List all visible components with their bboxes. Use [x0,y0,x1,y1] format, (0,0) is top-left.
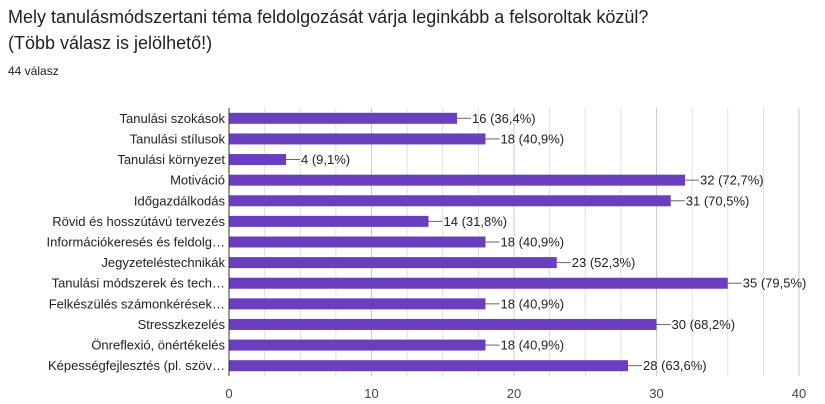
x-tick-label: 40 [792,386,806,401]
bar [229,339,486,351]
x-axis-ticks: 0 10 20 30 40 [225,386,806,401]
category-label: Stresszkezelés [138,317,226,332]
question-title: Mely tanulásmódszertani téma feldolgozás… [8,4,818,56]
x-tick-label: 10 [364,386,378,401]
category-label: Tanulási szokások [120,111,226,126]
category-label: Információkeresés és feldolg… [47,235,225,250]
category-label: Önreflexió, önértékelés [91,338,225,353]
data-label: 30 (68,2%) [672,317,736,332]
bar [229,174,685,186]
data-label: 18 (40,9%) [501,131,565,146]
data-label: 18 (40,9%) [501,235,565,250]
bar [229,112,457,124]
data-label: 32 (72,7%) [700,173,764,188]
category-label: Rövid és hosszútávú tervezés [52,214,225,229]
bar [229,133,486,145]
bar [229,318,657,330]
bar [229,236,486,248]
question-title-line-1: Mely tanulásmódszertani téma feldolgozás… [8,7,649,27]
data-label: 14 (31,8%) [444,214,508,229]
bar [229,215,429,227]
x-tick-label: 0 [225,386,232,401]
category-label: Motiváció [170,173,225,188]
data-label: 31 (70,5%) [686,193,750,208]
x-tick-label: 20 [507,386,521,401]
bar [229,195,671,207]
bar [229,277,728,289]
data-label: 18 (40,9%) [501,296,565,311]
bar [229,257,557,269]
question-title-line-2: (Több válasz is jelölhető!) [8,33,213,53]
category-label: Képességfejlesztés (pl. szöv… [48,358,225,373]
category-label: Jegyzeteléstechnikák [101,255,225,270]
data-label: 28 (63,6%) [643,358,707,373]
bar [229,298,486,310]
x-tick-label: 30 [649,386,663,401]
data-label: 35 (79,5%) [743,276,807,291]
bar [229,360,628,372]
data-label: 16 (36,4%) [472,111,536,126]
data-label: 18 (40,9%) [501,338,565,353]
category-label: Időgazdálkodás [134,193,226,208]
bar [229,154,286,166]
category-label: Tanulási módszerek és tech… [52,276,225,291]
category-label: Tanulási környezet [117,152,225,167]
category-labels: Tanulási szokások Tanulási stílusok Tanulá… [47,111,226,373]
category-label: Tanulási stílusok [130,131,226,146]
bars [229,112,728,372]
category-label: Felkészülés számonkérések… [49,296,225,311]
data-label: 23 (52,3%) [572,255,636,270]
data-label: 4 (9,1%) [301,152,350,167]
data-labels: 16 (36,4%) 18 (40,9%) 4 (9,1%) 32 (72,7%) 31… [286,111,806,373]
response-count: 44 válasz [8,64,59,78]
